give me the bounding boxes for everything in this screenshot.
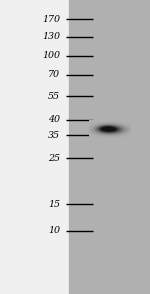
- Text: 130: 130: [42, 32, 60, 41]
- Text: 35: 35: [48, 131, 60, 140]
- Text: 25: 25: [48, 154, 60, 163]
- Text: 10: 10: [48, 226, 60, 235]
- Text: 70: 70: [48, 71, 60, 79]
- Text: 100: 100: [42, 51, 60, 60]
- Text: 15: 15: [48, 200, 60, 209]
- Text: 55: 55: [48, 92, 60, 101]
- Text: 170: 170: [42, 15, 60, 24]
- Text: 40: 40: [48, 116, 60, 124]
- Bar: [69, 0, 150, 294]
- Bar: [0, 0, 69, 294]
